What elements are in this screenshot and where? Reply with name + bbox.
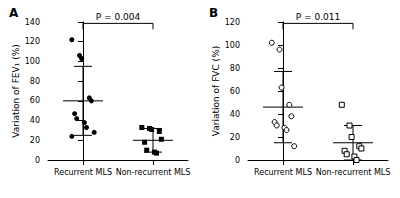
svg-text:60: 60: [230, 87, 240, 96]
svg-text:B: B: [209, 6, 218, 20]
svg-text:100: 100: [25, 57, 40, 66]
svg-text:A: A: [9, 6, 19, 20]
svg-text:80: 80: [30, 77, 40, 86]
svg-text:80: 80: [230, 64, 240, 73]
svg-text:20: 20: [30, 136, 40, 145]
svg-text:Recurrent MLS: Recurrent MLS: [54, 168, 112, 177]
svg-text:0: 0: [235, 156, 240, 165]
svg-text:40: 40: [30, 116, 40, 125]
svg-text:120: 120: [225, 18, 240, 27]
svg-text:20: 20: [230, 133, 240, 142]
svg-text:Recurrent MLS: Recurrent MLS: [254, 168, 312, 177]
svg-text:0: 0: [35, 156, 40, 165]
svg-text:Variation of FVC (%): Variation of FVC (%): [211, 46, 221, 136]
svg-text:120: 120: [25, 37, 40, 46]
svg-text:Non-recurrent MLS: Non-recurrent MLS: [116, 168, 191, 177]
svg-text:60: 60: [30, 96, 40, 105]
svg-text:P = 0.004: P = 0.004: [96, 12, 141, 22]
svg-text:100: 100: [225, 41, 240, 50]
svg-text:Variation of FEV₁ (%): Variation of FEV₁ (%): [11, 44, 21, 137]
svg-text:P = 0.011: P = 0.011: [296, 12, 340, 22]
svg-text:Non-recurrent MLS: Non-recurrent MLS: [316, 168, 391, 177]
svg-text:40: 40: [230, 110, 240, 119]
svg-text:140: 140: [25, 18, 40, 27]
